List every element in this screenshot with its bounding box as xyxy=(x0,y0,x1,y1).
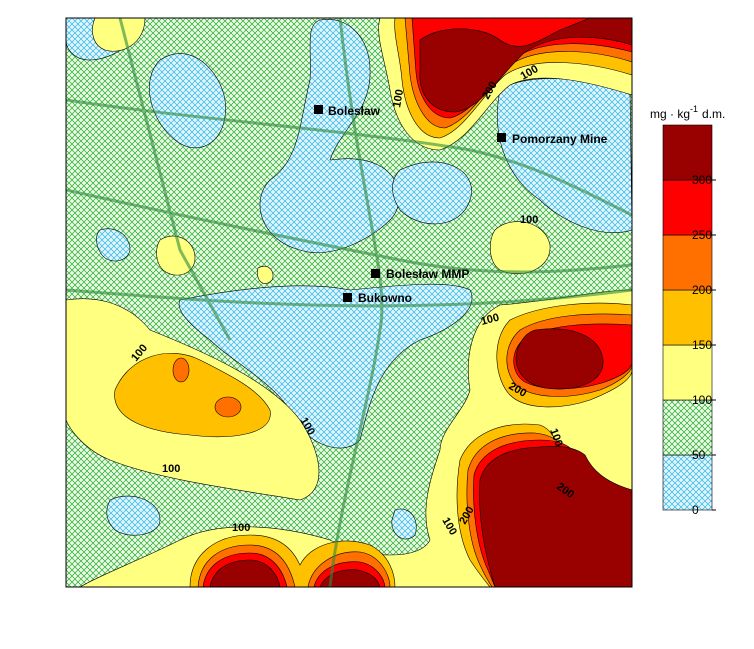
contour-label: 100 xyxy=(547,427,565,448)
legend-swatch xyxy=(662,399,713,456)
legend-swatch xyxy=(662,454,713,511)
contour-label: 100 xyxy=(232,522,250,534)
legend-tick-label: 300 xyxy=(692,173,712,187)
legend-tick-label: 250 xyxy=(692,228,712,242)
contour-label: 100 xyxy=(162,463,180,475)
place-label: Bolesław xyxy=(328,104,381,118)
legend-swatch xyxy=(662,124,713,181)
legend-unit: mg · kg xyxy=(650,107,690,121)
legend-swatch xyxy=(662,179,713,236)
contour-label: 100 xyxy=(480,312,501,328)
contour-label: 100 xyxy=(391,88,406,108)
legend: 0 50 100 150 200 250 300 xyxy=(662,124,716,517)
legend-tick-label: 50 xyxy=(692,448,706,462)
map-frame xyxy=(65,17,633,588)
legend-swatch xyxy=(662,344,713,401)
place-label: Bukowno xyxy=(358,291,412,305)
legend-exponent: -1 xyxy=(690,104,698,114)
legend-swatch xyxy=(662,289,713,346)
map-area: Bolesław Pomorzany Mine Bolesław MMP Buk… xyxy=(66,18,632,587)
legend-title: mg · kg-1 d.m. xyxy=(650,104,725,121)
legend-tick-label: 100 xyxy=(692,393,712,407)
legend-suffix: d.m. xyxy=(702,107,725,121)
legend-tick-label: 200 xyxy=(692,283,712,297)
place-label: Pomorzany Mine xyxy=(512,132,608,146)
contour-label: 100 xyxy=(520,214,538,226)
legend-tick-label: 150 xyxy=(692,338,712,352)
legend-tick-label: 0 xyxy=(692,503,699,517)
place-label: Bolesław MMP xyxy=(386,267,469,281)
legend-swatch xyxy=(662,234,713,291)
